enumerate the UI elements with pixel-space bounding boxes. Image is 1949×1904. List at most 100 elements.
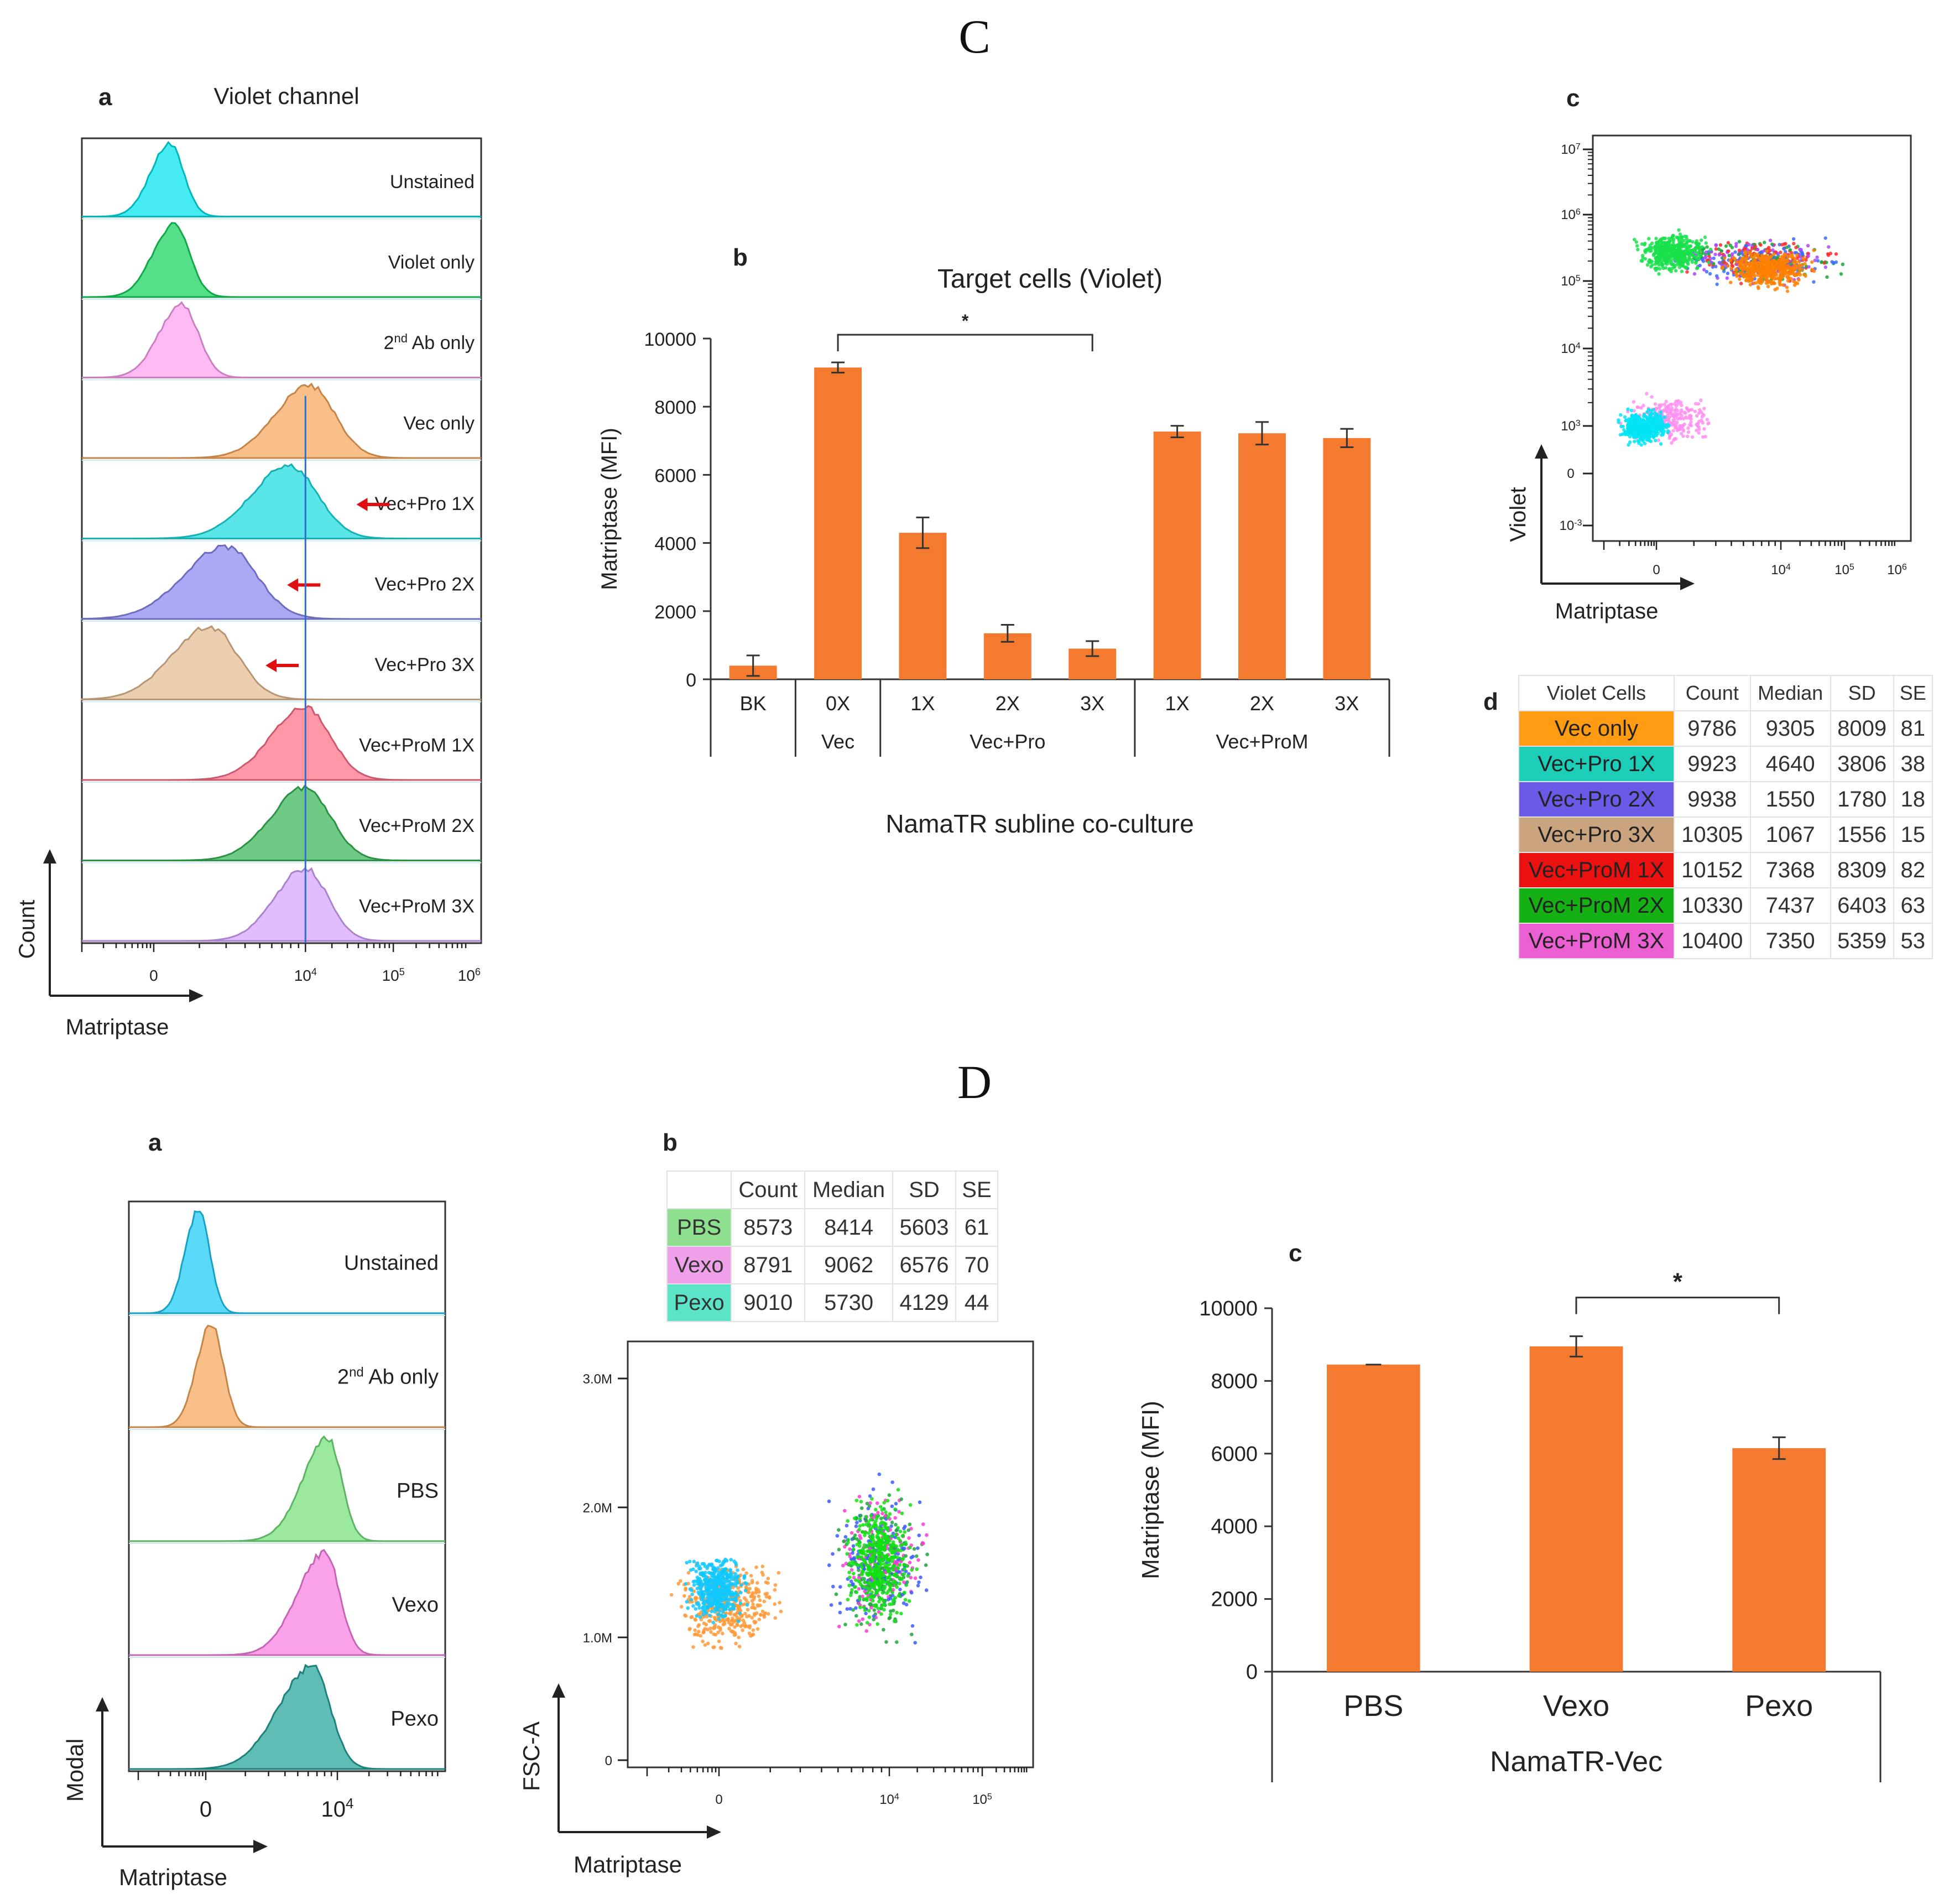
scatter-point — [1793, 273, 1797, 277]
x-tick-label: 105 — [972, 1792, 992, 1808]
scatter-point — [1839, 272, 1843, 276]
table-cell: 5730 — [804, 1283, 894, 1322]
scatter-point — [910, 1568, 914, 1572]
scatter-point — [733, 1625, 737, 1629]
scatter-point — [863, 1531, 868, 1534]
scatter-point — [1747, 278, 1752, 282]
scatter-point — [1649, 249, 1653, 253]
scatter-point — [1764, 254, 1768, 258]
scatter-point — [712, 1573, 716, 1577]
scatter-point — [1658, 244, 1662, 248]
scatter-point — [1728, 258, 1732, 262]
scatter-point — [1719, 249, 1723, 253]
scatter-point — [856, 1579, 861, 1583]
scatter-point — [900, 1558, 905, 1562]
scatter-point — [1707, 252, 1711, 256]
series-label: Pexo — [390, 1708, 439, 1731]
scatter-point — [743, 1611, 747, 1616]
scatter-point — [915, 1567, 919, 1571]
scatter-point — [1663, 241, 1667, 244]
scatter-point — [1816, 259, 1820, 263]
scatter-point — [892, 1619, 897, 1624]
table-row-label: Vec+ProM 2X — [1518, 887, 1675, 924]
scatter-point — [679, 1579, 682, 1583]
scatter-point — [1705, 418, 1709, 422]
scatter-point — [723, 1598, 727, 1602]
scatter-point — [1666, 406, 1670, 410]
scatter-point — [1770, 242, 1774, 246]
scatter-point — [715, 1591, 718, 1596]
scatter-point — [712, 1615, 717, 1620]
y-tick-label: 106 — [1561, 207, 1581, 223]
scatter-point — [852, 1557, 856, 1561]
scatter-point — [736, 1568, 739, 1572]
scatter-point — [1677, 266, 1681, 269]
scatter-point — [1760, 262, 1764, 266]
scatter-point — [1702, 427, 1706, 431]
scatter-point — [842, 1539, 846, 1543]
scatter-point — [706, 1601, 711, 1605]
scatter-point — [1632, 433, 1636, 438]
scatter-point — [1795, 264, 1799, 268]
scatter-point — [853, 1533, 857, 1537]
scatter-point — [1785, 289, 1790, 293]
scatter-point — [1668, 239, 1672, 243]
panel-label: b — [663, 1129, 678, 1156]
scatter-point — [898, 1530, 903, 1533]
scatter-point — [925, 1552, 929, 1557]
scatter-point — [737, 1635, 741, 1640]
scatter-point — [1659, 424, 1664, 428]
scatter-point — [1686, 262, 1690, 266]
scatter-point — [743, 1589, 748, 1593]
x-axis-label: Matriptase — [119, 1864, 227, 1890]
scatter-point — [759, 1612, 763, 1617]
scatter-point — [850, 1588, 854, 1592]
scatter-point — [1682, 410, 1686, 414]
scatter-point — [1703, 256, 1707, 260]
scatter-point — [1664, 266, 1668, 270]
scatter-point — [1619, 424, 1623, 429]
scatter-point — [1780, 255, 1784, 259]
scatter-point — [1666, 248, 1670, 252]
scatter-point — [1640, 253, 1645, 258]
scatter-point — [1712, 256, 1716, 261]
scatter-point — [1674, 424, 1677, 428]
scatter-point — [721, 1631, 725, 1636]
histogram-vec-pro-1x — [82, 463, 481, 539]
scatter-point — [843, 1545, 847, 1549]
scatter-point — [1732, 256, 1736, 259]
scatter-point — [723, 1614, 727, 1617]
scatter-point — [849, 1579, 853, 1583]
scatter-point — [732, 1575, 737, 1579]
scatter-point — [890, 1559, 894, 1563]
scatter-point — [886, 1569, 890, 1573]
scatter-point — [707, 1585, 711, 1589]
scatter-point — [742, 1574, 747, 1578]
scatter-point — [717, 1559, 721, 1563]
x-tick-label: 105 — [1835, 563, 1854, 578]
category-label: Pexo — [1745, 1689, 1813, 1723]
scatter-point — [1695, 428, 1698, 433]
scatter-point — [860, 1573, 864, 1577]
scatter-point — [848, 1575, 852, 1579]
scatter-point — [728, 1572, 733, 1576]
scatter-point — [727, 1579, 732, 1583]
scatter-point — [869, 1582, 873, 1586]
x-tick-label: 105 — [382, 966, 405, 984]
scatter-point — [1663, 402, 1666, 407]
scatter-point — [1734, 268, 1739, 272]
scatter-point — [1674, 269, 1678, 273]
scatter-point — [918, 1500, 922, 1504]
scatter-point — [1686, 430, 1691, 434]
x-tick-label: 104 — [879, 1792, 899, 1808]
scatter-point — [1640, 242, 1644, 246]
scatter-point — [1678, 259, 1682, 263]
scatter-point — [888, 1512, 892, 1516]
scatter-point — [1665, 413, 1670, 418]
table-cell: 81 — [1893, 710, 1934, 747]
table-cell: 10400 — [1673, 923, 1751, 959]
significance-star: * — [1673, 1268, 1683, 1296]
scatter-point — [1756, 285, 1760, 289]
scatter-point — [1661, 252, 1665, 256]
table-row: Vec only 9786 9305 8009 81 — [1518, 710, 1934, 747]
